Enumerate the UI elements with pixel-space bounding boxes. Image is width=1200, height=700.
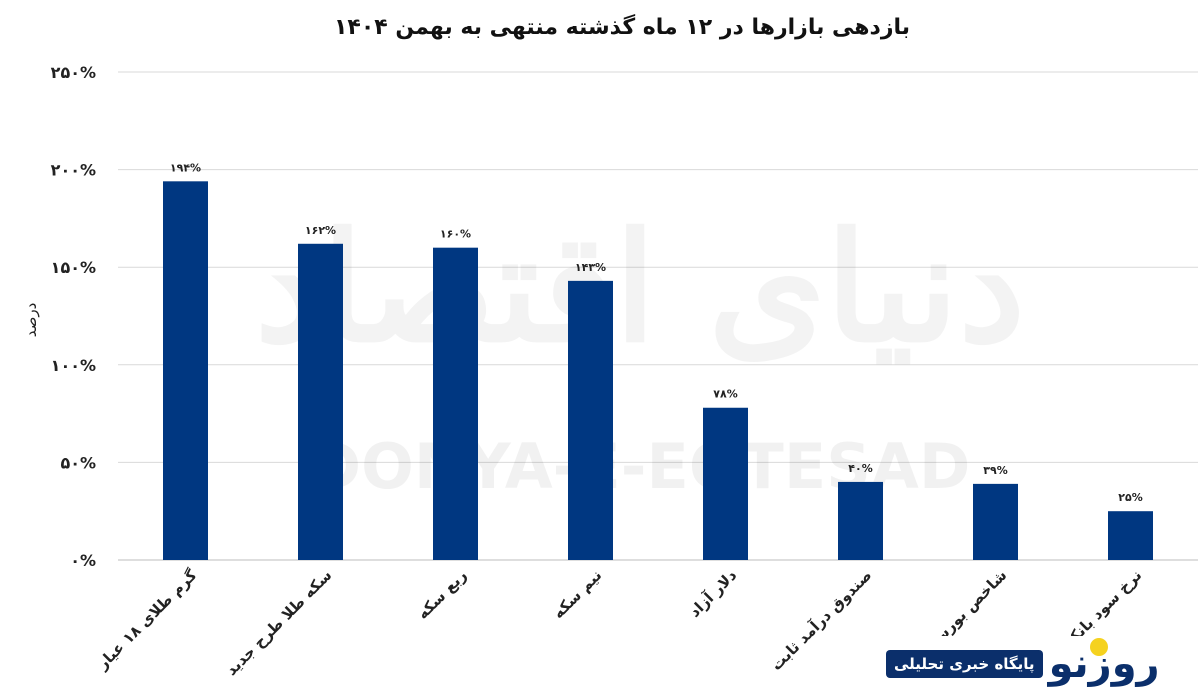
x-tick-label: نیم سکه (549, 566, 605, 622)
x-tick-label: گرم طلای ۱۸ عیار (93, 566, 201, 674)
data-label: ۱۹۴% (170, 161, 201, 174)
logo-wordmark: روزنو (1049, 638, 1160, 684)
y-axis: ۰% ۵۰% ۱۰۰% ۱۵۰% ۲۰۰% ۲۵۰% (51, 63, 96, 570)
logo-tagline: پایگاه خبری تحلیلی (886, 650, 1043, 678)
bar (703, 407, 748, 560)
bar (838, 481, 883, 560)
data-label: ۴۰% (848, 462, 872, 475)
data-label: ۲۵% (1118, 491, 1142, 504)
x-tick-label: دلار آزاد (686, 566, 741, 621)
x-tick-label: سکه طلا طرح جدید (222, 566, 335, 679)
bar (298, 243, 343, 560)
x-tick-label: ربع سکه (414, 566, 471, 623)
watermark-persian: دنیای اقتصاد (255, 200, 1025, 376)
y-tick-label: ۲۰۰% (51, 161, 96, 180)
y-tick-label: ۵۰% (60, 453, 96, 472)
data-label: ۱۶۰% (440, 228, 471, 241)
bar (1108, 511, 1153, 560)
y-tick-label: ۱۵۰% (51, 258, 96, 277)
x-tick-label: صندوق درآمد ثابت (767, 566, 875, 674)
data-label: ۱۴۳% (575, 261, 606, 274)
sun-icon (1089, 638, 1108, 656)
bar (973, 483, 1018, 560)
bar (433, 247, 478, 560)
chart-title: بازدهی بازارها در ۱۲ ماه گذشته منتهی به … (334, 13, 910, 40)
site-logo: روزنو پایگاه خبری تحلیلی (886, 636, 1186, 692)
bar (163, 181, 208, 560)
y-tick-label: ۰% (70, 551, 96, 570)
bars: ۱۹۴% ۱۶۲% ۱۶۰% ۱۴۳% ۷۸% ۴۰% ۳۹% ۲۵% (163, 161, 1153, 560)
y-tick-label: ۱۰۰% (51, 356, 96, 375)
data-label: ۱۶۲% (305, 224, 336, 237)
data-label: ۳۹% (983, 464, 1007, 477)
data-label: ۷۸% (713, 388, 737, 401)
y-tick-label: ۲۵۰% (51, 63, 96, 82)
bar (568, 280, 613, 560)
y-axis-label: درصد (22, 303, 40, 338)
